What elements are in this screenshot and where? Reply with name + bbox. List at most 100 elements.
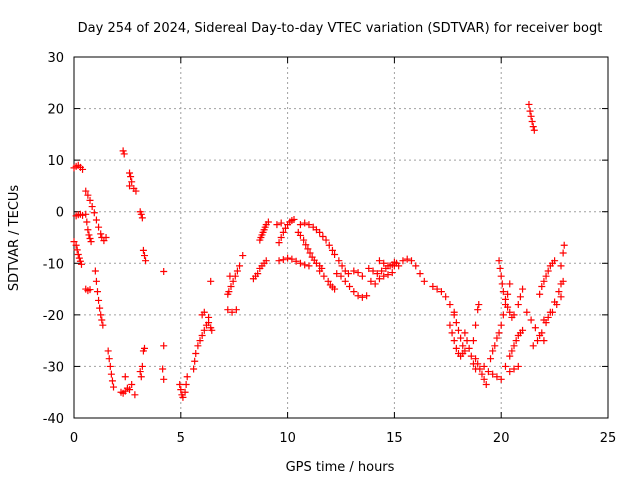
data-point [474, 306, 482, 314]
data-point [273, 221, 281, 229]
data-point [83, 218, 91, 226]
data-point [514, 301, 522, 309]
data-point [519, 285, 527, 293]
data-point [93, 288, 101, 296]
data-point [279, 256, 287, 264]
y-tick-label: -20 [43, 309, 64, 324]
data-point [319, 232, 327, 240]
y-tick-label: 0 [56, 206, 64, 221]
data-point [384, 271, 392, 279]
data-point [302, 241, 310, 249]
data-point [107, 370, 115, 378]
data-point [457, 334, 465, 342]
data-point [380, 272, 388, 280]
data-point [320, 272, 328, 280]
data-point [95, 296, 103, 304]
data-point [412, 262, 420, 270]
data-point [476, 365, 484, 373]
data-point [375, 257, 383, 265]
data-point [497, 375, 505, 383]
data-point [555, 288, 563, 296]
data-point [525, 100, 533, 108]
data-point [538, 282, 546, 290]
data-point [504, 303, 512, 311]
data-point [508, 347, 516, 355]
data-point [121, 373, 129, 381]
data-point [551, 257, 559, 265]
data-point [207, 277, 215, 285]
data-point [304, 245, 312, 253]
data-point [192, 350, 200, 358]
data-point [454, 326, 462, 334]
data-point [88, 203, 96, 211]
data-point [301, 219, 309, 227]
data-point [380, 259, 388, 267]
data-point [131, 391, 139, 399]
data-point [540, 316, 548, 324]
data-point [375, 275, 383, 283]
data-point [95, 223, 103, 231]
data-point [446, 301, 454, 309]
data-point [510, 365, 518, 373]
data-point [559, 277, 567, 285]
data-point [324, 277, 332, 285]
data-point [548, 308, 556, 316]
data-point [506, 368, 514, 376]
x-axis-label: GPS time / hours [286, 460, 395, 475]
data-point [108, 377, 116, 385]
data-point [499, 311, 507, 319]
data-point [74, 251, 82, 259]
data-point [544, 267, 552, 275]
data-point [378, 267, 386, 275]
data-point [499, 288, 507, 296]
data-point [461, 329, 469, 337]
data-point [120, 150, 128, 158]
data-point [86, 196, 94, 204]
y-tick-label: 20 [47, 103, 64, 118]
data-point [480, 362, 488, 370]
data-point [536, 290, 544, 298]
data-point [461, 347, 469, 355]
y-tick-label: 10 [47, 154, 64, 169]
data-point [420, 277, 428, 285]
data-point [469, 337, 477, 345]
data-point [371, 280, 379, 288]
data-point [472, 355, 480, 363]
chart-title: Day 254 of 2024, Sidereal Day-to-day VTE… [78, 21, 603, 36]
data-point [495, 329, 503, 337]
data-point [399, 257, 407, 265]
data-point [403, 255, 411, 263]
data-point [560, 241, 568, 249]
x-tick-labels: 0 5 10 15 20 25 [70, 431, 616, 446]
data-point [200, 326, 208, 334]
data-point [463, 337, 471, 345]
data-point [529, 342, 537, 350]
data-point [137, 373, 145, 381]
x-tick-label: 25 [600, 431, 617, 446]
y-tick-label: -30 [43, 360, 64, 375]
data-point [504, 290, 512, 298]
data-point [275, 257, 283, 265]
data-point [136, 368, 144, 376]
data-point [316, 267, 324, 275]
data-point [465, 344, 473, 352]
data-point [92, 216, 100, 224]
data-point [86, 235, 94, 243]
data-point [290, 215, 298, 223]
data-point [346, 282, 354, 290]
data-point [196, 337, 204, 345]
data-point [369, 267, 377, 275]
data-point [300, 236, 308, 244]
data-point [489, 347, 497, 355]
data-point [191, 357, 199, 365]
data-point [232, 306, 240, 314]
x-tick-label: 15 [386, 431, 403, 446]
data-point [159, 365, 167, 373]
data-point [493, 373, 501, 381]
data-point [489, 370, 497, 378]
data-point [478, 370, 486, 378]
data-point [350, 288, 358, 296]
data-point [301, 261, 309, 269]
data-point [491, 342, 499, 350]
